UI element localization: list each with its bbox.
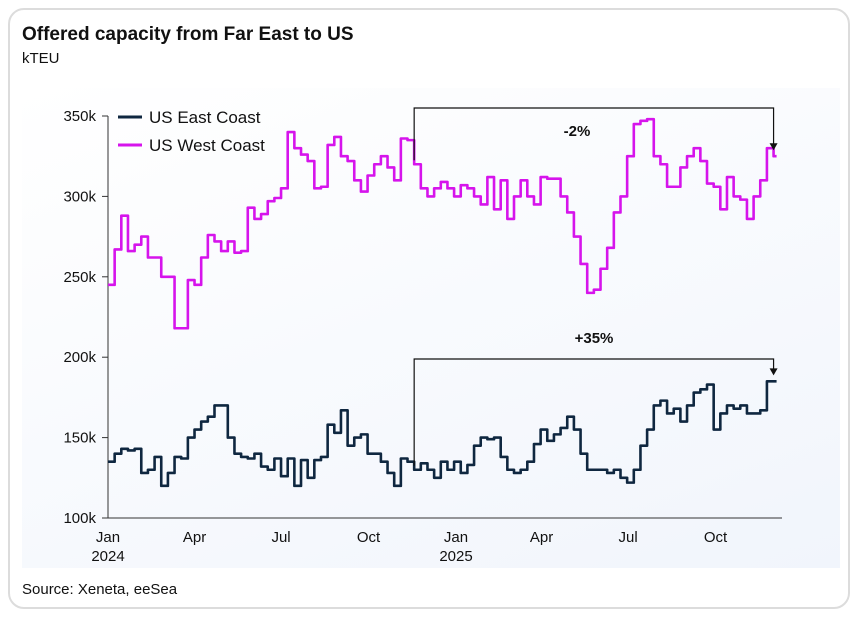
legend-label: US West Coast: [149, 136, 265, 155]
change-label: +35%: [575, 330, 614, 347]
x-tick-year-label: 2025: [439, 548, 472, 565]
legend-label: US East Coast: [149, 108, 261, 127]
x-tick-label: Jan: [96, 529, 120, 546]
y-tick-label: 350k: [63, 108, 96, 125]
x-tick-label: Oct: [704, 529, 728, 546]
x-tick-label: Oct: [357, 529, 381, 546]
x-tick-year-label: 2024: [91, 548, 124, 565]
annotation-bracket: [413, 107, 775, 161]
x-tick-label: Jul: [271, 529, 290, 546]
series-line-east: [108, 380, 777, 488]
y-tick-label: 200k: [63, 349, 96, 366]
x-tick-label: Apr: [183, 529, 206, 546]
change-label: -2%: [564, 123, 591, 140]
y-tick-label: 100k: [63, 510, 96, 527]
chart-title: Offered capacity from Far East to US: [22, 24, 354, 45]
x-tick-label: Apr: [530, 529, 553, 546]
y-tick-label: 300k: [63, 188, 96, 205]
annotation-bracket: [413, 358, 775, 466]
x-tick-label: Jan: [444, 529, 468, 546]
source-note: Source: Xeneta, eeSea: [22, 581, 178, 598]
y-tick-label: 150k: [63, 430, 96, 447]
x-tick-label: Jul: [619, 529, 638, 546]
series-line-west: [108, 117, 777, 330]
arrow-down-icon: [769, 143, 778, 151]
arrow-down-icon: [769, 368, 778, 376]
y-tick-label: 250k: [63, 269, 96, 286]
chart-unit: kTEU: [22, 50, 60, 67]
plot-panel: [22, 88, 840, 568]
